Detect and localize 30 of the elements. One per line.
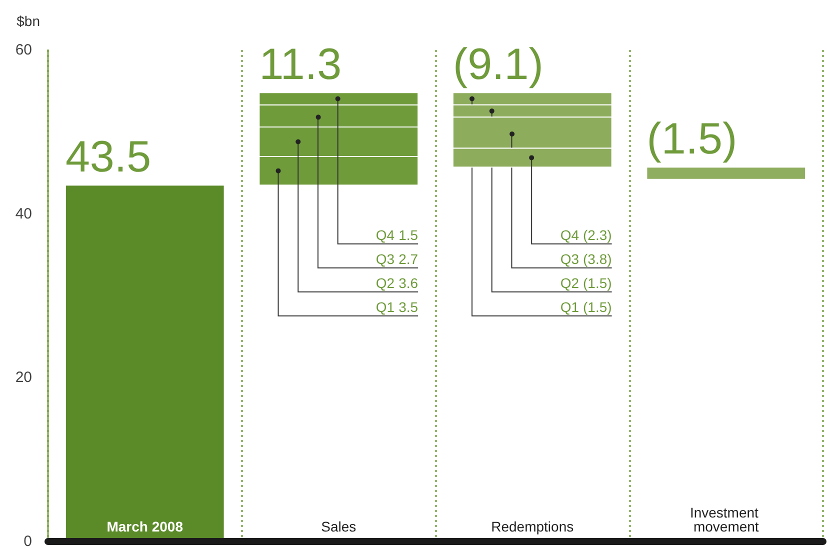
data-label: (3.8) <box>583 250 612 267</box>
text: Q3 <box>376 250 395 267</box>
annotation: (9.1) <box>452 40 544 90</box>
text: Q1 <box>560 298 580 315</box>
y-axis-title: $bn <box>16 13 40 29</box>
y-tick-label: 40 <box>15 205 32 222</box>
x-tick-label: Sales <box>321 518 356 534</box>
y-tick-label: 20 <box>15 369 32 386</box>
y-tick-label: 60 <box>15 42 32 58</box>
text: Q1 <box>376 298 395 315</box>
text: Q3 <box>560 250 580 267</box>
data-label: 2.7 <box>398 250 418 267</box>
data-label: (1.5) <box>646 114 738 164</box>
y-tick-label: 0 <box>24 533 32 549</box>
data-label: 3.6 <box>398 274 418 291</box>
bar <box>646 166 806 180</box>
text: Q2 <box>376 274 395 291</box>
data-label: (2.3) <box>583 226 612 243</box>
text: Q4 <box>376 226 395 243</box>
x-tick-label: Investment movement <box>690 504 762 534</box>
x-tick-label: Redemptions <box>491 518 574 534</box>
data-label: 43.5 <box>65 132 152 182</box>
x-tick-label: March 2008 <box>106 518 184 534</box>
data-label: (1.5) <box>583 274 612 291</box>
text: Q4 <box>560 226 580 243</box>
data-label: (1.5) <box>583 298 612 315</box>
annotation: 11.3 <box>259 40 342 90</box>
text: Q2 <box>560 274 580 291</box>
data-label: 3.5 <box>398 298 418 315</box>
data-label: 1.5 <box>398 226 418 243</box>
